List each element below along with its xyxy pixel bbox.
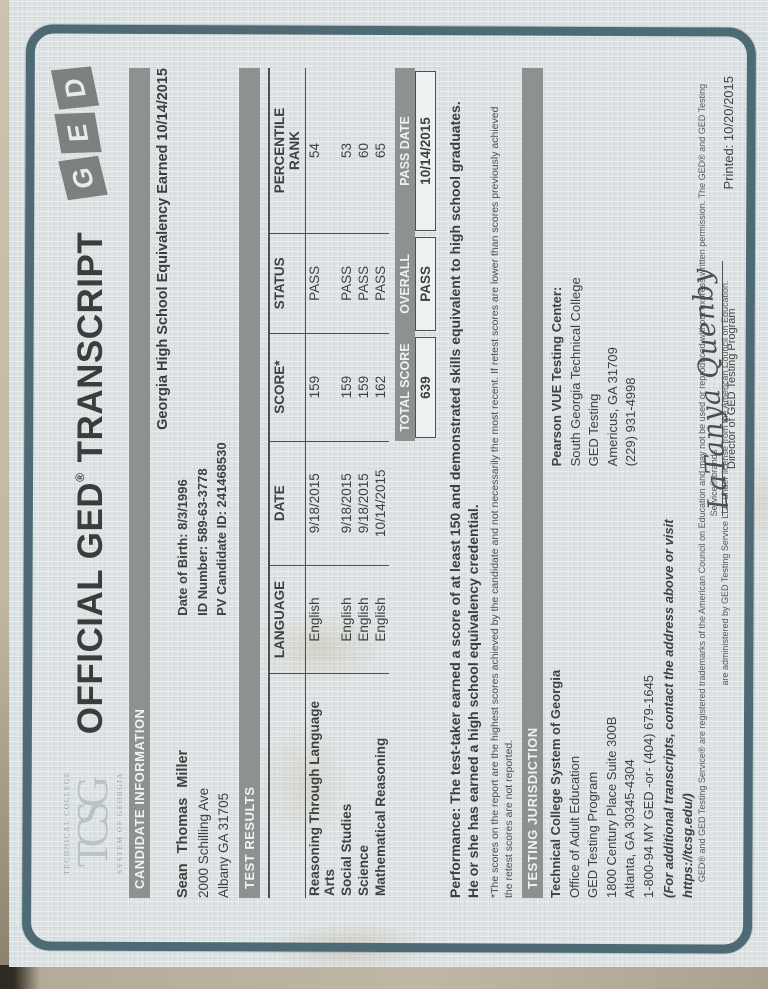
rotated-document: TECHNICAL COLLEGE TCSG SYSTEM OF GEORGIA… <box>39 34 738 932</box>
scan-edge-left <box>0 0 9 989</box>
row-percentile: 65 <box>371 68 389 235</box>
section-bar-candidate-information: CANDIDATE INFORMATION <box>129 68 150 898</box>
summary-values-spacer <box>415 442 436 899</box>
candidate-id-number: ID Number: 589-63-3778 <box>194 468 210 616</box>
test-center-line: Americus, GA 31709 <box>604 347 620 467</box>
row-subject: Reasoning Through Language Arts <box>306 701 337 896</box>
jurisdiction-line: 1800 Century Place Suite 300B <box>603 716 619 898</box>
row-date: 10/14/2015 <box>371 441 389 567</box>
ged-logo: G E D <box>50 66 108 218</box>
overall-value: PASS <box>414 237 436 331</box>
test-results-table: LANGUAGE DATE SCORE* STATUS PERCENTILE RA… <box>268 68 389 898</box>
row-status: PASS <box>337 234 355 334</box>
candidate-address-line1: 2000 Schilling Ave <box>196 787 212 898</box>
total-score-label: TOTAL SCORE <box>394 333 415 442</box>
row-score: 162 <box>371 333 389 442</box>
header-percentile-line1: PERCENTILE <box>272 107 288 194</box>
signature-block: LaTanya Quenby Director of GED Testing P… <box>687 261 738 517</box>
row-score: 159 <box>354 333 372 442</box>
candidate-info-row: Sean Thomas Miller 2000 Schilling Ave Al… <box>173 68 233 898</box>
overall-label: OVERALL <box>394 234 415 334</box>
candidate-dob: Date of Birth: 8/3/1996 <box>175 479 190 616</box>
candidate-name: Sean Thomas Miller <box>175 749 191 898</box>
row-date: 9/18/2015 <box>337 441 355 567</box>
transcript-paper: TECHNICAL COLLEGE TCSG SYSTEM OF GEORGIA… <box>9 0 768 967</box>
jurisdiction-line: Atlanta, GA 30345-4304 <box>622 759 638 898</box>
row-subject: Social Studies <box>338 803 354 896</box>
row-status: PASS <box>305 234 338 334</box>
ged-transcript-document: TECHNICAL COLLEGE TCSG SYSTEM OF GEORGIA… <box>39 34 738 932</box>
candidate-pv-id: PV Candidate ID: 241468530 <box>214 442 229 616</box>
table-row: Mathematical Reasoning English 10/14/201… <box>371 68 389 898</box>
header-subject-empty <box>270 674 305 898</box>
header-language: LANGUAGE <box>270 566 305 674</box>
header-status: STATUS <box>270 234 305 334</box>
registered-mark: ® <box>73 472 87 482</box>
page-title: OFFICIAL GED® TRANSCRIPT <box>71 218 111 748</box>
test-center-phone: (229) 931-4998 <box>623 377 639 467</box>
row-subject: Mathematical Reasoning <box>372 737 388 896</box>
equivalency-earned-line: Georgia High School Equivalency Earned 1… <box>155 68 171 430</box>
jurisdiction-phone: 1-800-94 MY GED -or- (404) 679-1645 <box>640 674 656 898</box>
header-score: SCORE* <box>270 333 305 442</box>
header-date: DATE <box>270 441 305 567</box>
title-rest: TRANSCRIPT <box>71 231 110 473</box>
jurisdiction-row: Technical College System of Georgia Offi… <box>547 68 697 898</box>
row-language: English <box>305 566 338 674</box>
header-percentile-line2: RANK <box>286 131 302 171</box>
summary-values-row: 639 PASS 10/14/2015 <box>414 68 436 899</box>
row-status: PASS <box>354 234 372 334</box>
table-row: Reasoning Through Language Arts English … <box>305 68 338 898</box>
row-subject: Science <box>355 844 371 896</box>
candidate-id-block: Date of Birth: 8/3/1996 ID Number: 589-6… <box>173 284 233 616</box>
row-percentile: 60 <box>354 68 372 235</box>
test-center-line: GED Testing <box>586 393 602 467</box>
ged-logo-tile-d: D <box>50 66 100 110</box>
row-score: 159 <box>337 333 355 442</box>
scan-edge-bottom <box>0 965 768 989</box>
additional-transcripts-note: (For additional transcripts, contact the… <box>661 519 695 898</box>
test-center-block: Pearson VUE Testing Center: South Georgi… <box>547 68 697 466</box>
score-footnote: *The scores on the report are the highes… <box>489 106 515 898</box>
row-language: English <box>354 566 372 674</box>
row-language: English <box>371 566 389 674</box>
summary-spacer <box>395 442 415 899</box>
ged-logo-tile-g: G <box>58 155 108 201</box>
row-status: PASS <box>371 234 389 334</box>
summary-bar: TOTAL SCORE OVERALL PASS DATE <box>394 68 415 899</box>
ged-logo-tile-e: E <box>54 112 102 154</box>
row-percentile: 53 <box>337 68 355 235</box>
row-score: 159 <box>305 333 338 442</box>
section-bar-test-results: TEST RESULTS <box>239 68 261 898</box>
test-center-line: South Georgia Technical College <box>567 277 583 467</box>
row-language: English <box>337 566 355 674</box>
table-row: Science English 9/18/2015 159 PASS 60 <box>354 68 372 898</box>
document-header: TECHNICAL COLLEGE TCSG SYSTEM OF GEORGIA… <box>49 66 124 898</box>
candidate-address-block: Sean Thomas Miller 2000 Schilling Ave Al… <box>173 616 233 898</box>
jurisdiction-line: Office of Adult Education <box>566 755 582 898</box>
row-date: 9/18/2015 <box>354 441 372 567</box>
pass-date-value: 10/14/2015 <box>414 71 436 232</box>
tcsg-logo: TECHNICAL COLLEGE TCSG SYSTEM OF GEORGIA <box>62 748 124 898</box>
jurisdiction-address-block: Technical College System of Georgia Offi… <box>547 466 697 898</box>
performance-statement: Performance: The test-taker earned a sco… <box>446 101 482 898</box>
title-main: OFFICIAL GED <box>71 481 110 735</box>
total-score-value: 639 <box>414 336 436 439</box>
table-header-row: LANGUAGE DATE SCORE* STATUS PERCENTILE RA… <box>270 68 306 898</box>
tcsg-logo-bottom-text: SYSTEM OF GEORGIA <box>114 771 124 875</box>
header-percentile: PERCENTILE RANK <box>270 68 305 235</box>
jurisdiction-line: GED Testing Program <box>585 771 601 898</box>
row-percentile: 54 <box>305 68 338 235</box>
pass-date-label: PASS DATE <box>394 68 415 235</box>
candidate-address-line2: Albany GA 31705 <box>215 792 231 898</box>
printed-date: Printed: 10/20/2015 <box>721 76 737 190</box>
jurisdiction-org: Technical College System of Georgia <box>548 669 564 898</box>
tcsg-logo-main-text: TCSG <box>67 782 117 868</box>
table-row: Social Studies English 9/18/2015 159 PAS… <box>337 68 355 898</box>
row-date: 9/18/2015 <box>305 441 338 567</box>
section-bar-testing-jurisdiction: TESTING JURISDICTION <box>522 68 544 898</box>
test-center-heading: Pearson VUE Testing Center: <box>549 286 565 467</box>
